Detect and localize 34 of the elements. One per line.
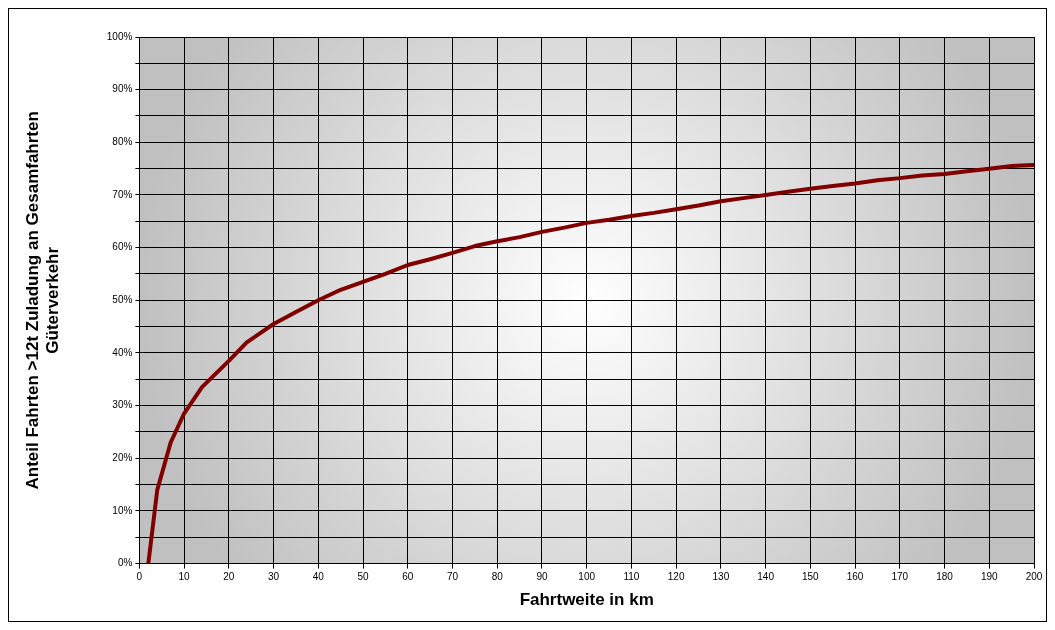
y-tick-label: 100% (106, 30, 133, 42)
y-tick-label: 30% (112, 399, 133, 411)
x-tick-label: 200 (1025, 571, 1043, 583)
y-axis-title: Anteil Fahrten >12t Zuladung an Gesamfahrten Güterverkehr (22, 111, 63, 490)
x-tick-label: 170 (891, 571, 909, 583)
y-tick-label: 60% (112, 241, 133, 253)
x-tick-label: 20 (223, 571, 235, 583)
x-tick-label: 50 (357, 571, 370, 583)
y-tick-label: 90% (112, 83, 133, 95)
x-tick-label: 190 (980, 571, 999, 583)
x-tick-label: 150 (802, 571, 820, 583)
x-tick-label: 70 (446, 571, 459, 583)
x-tick-label: 80 (491, 571, 504, 583)
x-tick-label: 130 (712, 571, 730, 583)
y-tick-label: 20% (112, 452, 133, 464)
x-tick-label: 100 (578, 571, 596, 583)
x-tick-label: 0 (136, 571, 143, 583)
x-tick-label: 40 (312, 571, 325, 583)
y-tick-label: 80% (112, 136, 133, 148)
x-tick-label: 120 (667, 571, 685, 583)
x-axis-title: Fahrtweite in km (519, 590, 654, 610)
y-tick-label: 50% (112, 294, 133, 306)
x-tick-label: 30 (268, 571, 280, 583)
x-tick-label: 60 (402, 571, 414, 583)
x-tick-label: 10 (178, 571, 191, 583)
y-tick-label: 0% (117, 557, 133, 569)
y-tick-label: 40% (112, 346, 133, 358)
y-tick-label: 10% (112, 504, 133, 516)
x-tick-label: 180 (936, 571, 954, 583)
y-tick-label: 70% (112, 188, 133, 200)
x-tick-label: 90 (536, 571, 548, 583)
x-tick-label: 140 (757, 571, 775, 583)
x-tick-label: 160 (846, 571, 864, 583)
x-tick-label: 110 (623, 571, 640, 583)
